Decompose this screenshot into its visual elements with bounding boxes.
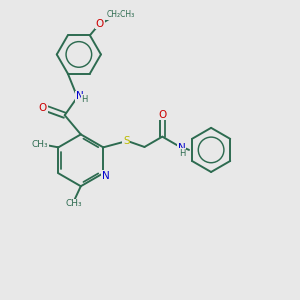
Text: O: O bbox=[96, 19, 104, 29]
Text: N: N bbox=[102, 171, 110, 181]
Text: N: N bbox=[76, 91, 83, 101]
Text: CH₂CH₃: CH₂CH₃ bbox=[106, 11, 135, 20]
Text: O: O bbox=[158, 110, 166, 120]
Text: S: S bbox=[123, 136, 130, 146]
Text: CH₃: CH₃ bbox=[32, 140, 48, 149]
Text: N: N bbox=[178, 143, 186, 153]
Text: H: H bbox=[81, 95, 88, 104]
Text: H: H bbox=[179, 149, 185, 158]
Text: O: O bbox=[39, 103, 47, 113]
Text: CH₃: CH₃ bbox=[65, 200, 82, 208]
